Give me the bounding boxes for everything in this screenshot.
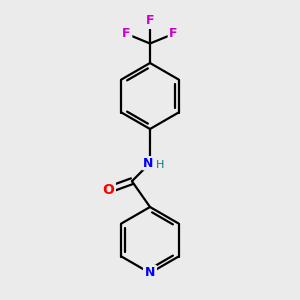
Text: H: H bbox=[155, 160, 164, 170]
Text: N: N bbox=[142, 157, 153, 170]
Text: F: F bbox=[122, 27, 131, 40]
Text: N: N bbox=[145, 266, 155, 280]
Text: F: F bbox=[169, 27, 178, 40]
Text: O: O bbox=[102, 183, 114, 197]
Text: F: F bbox=[146, 14, 154, 28]
